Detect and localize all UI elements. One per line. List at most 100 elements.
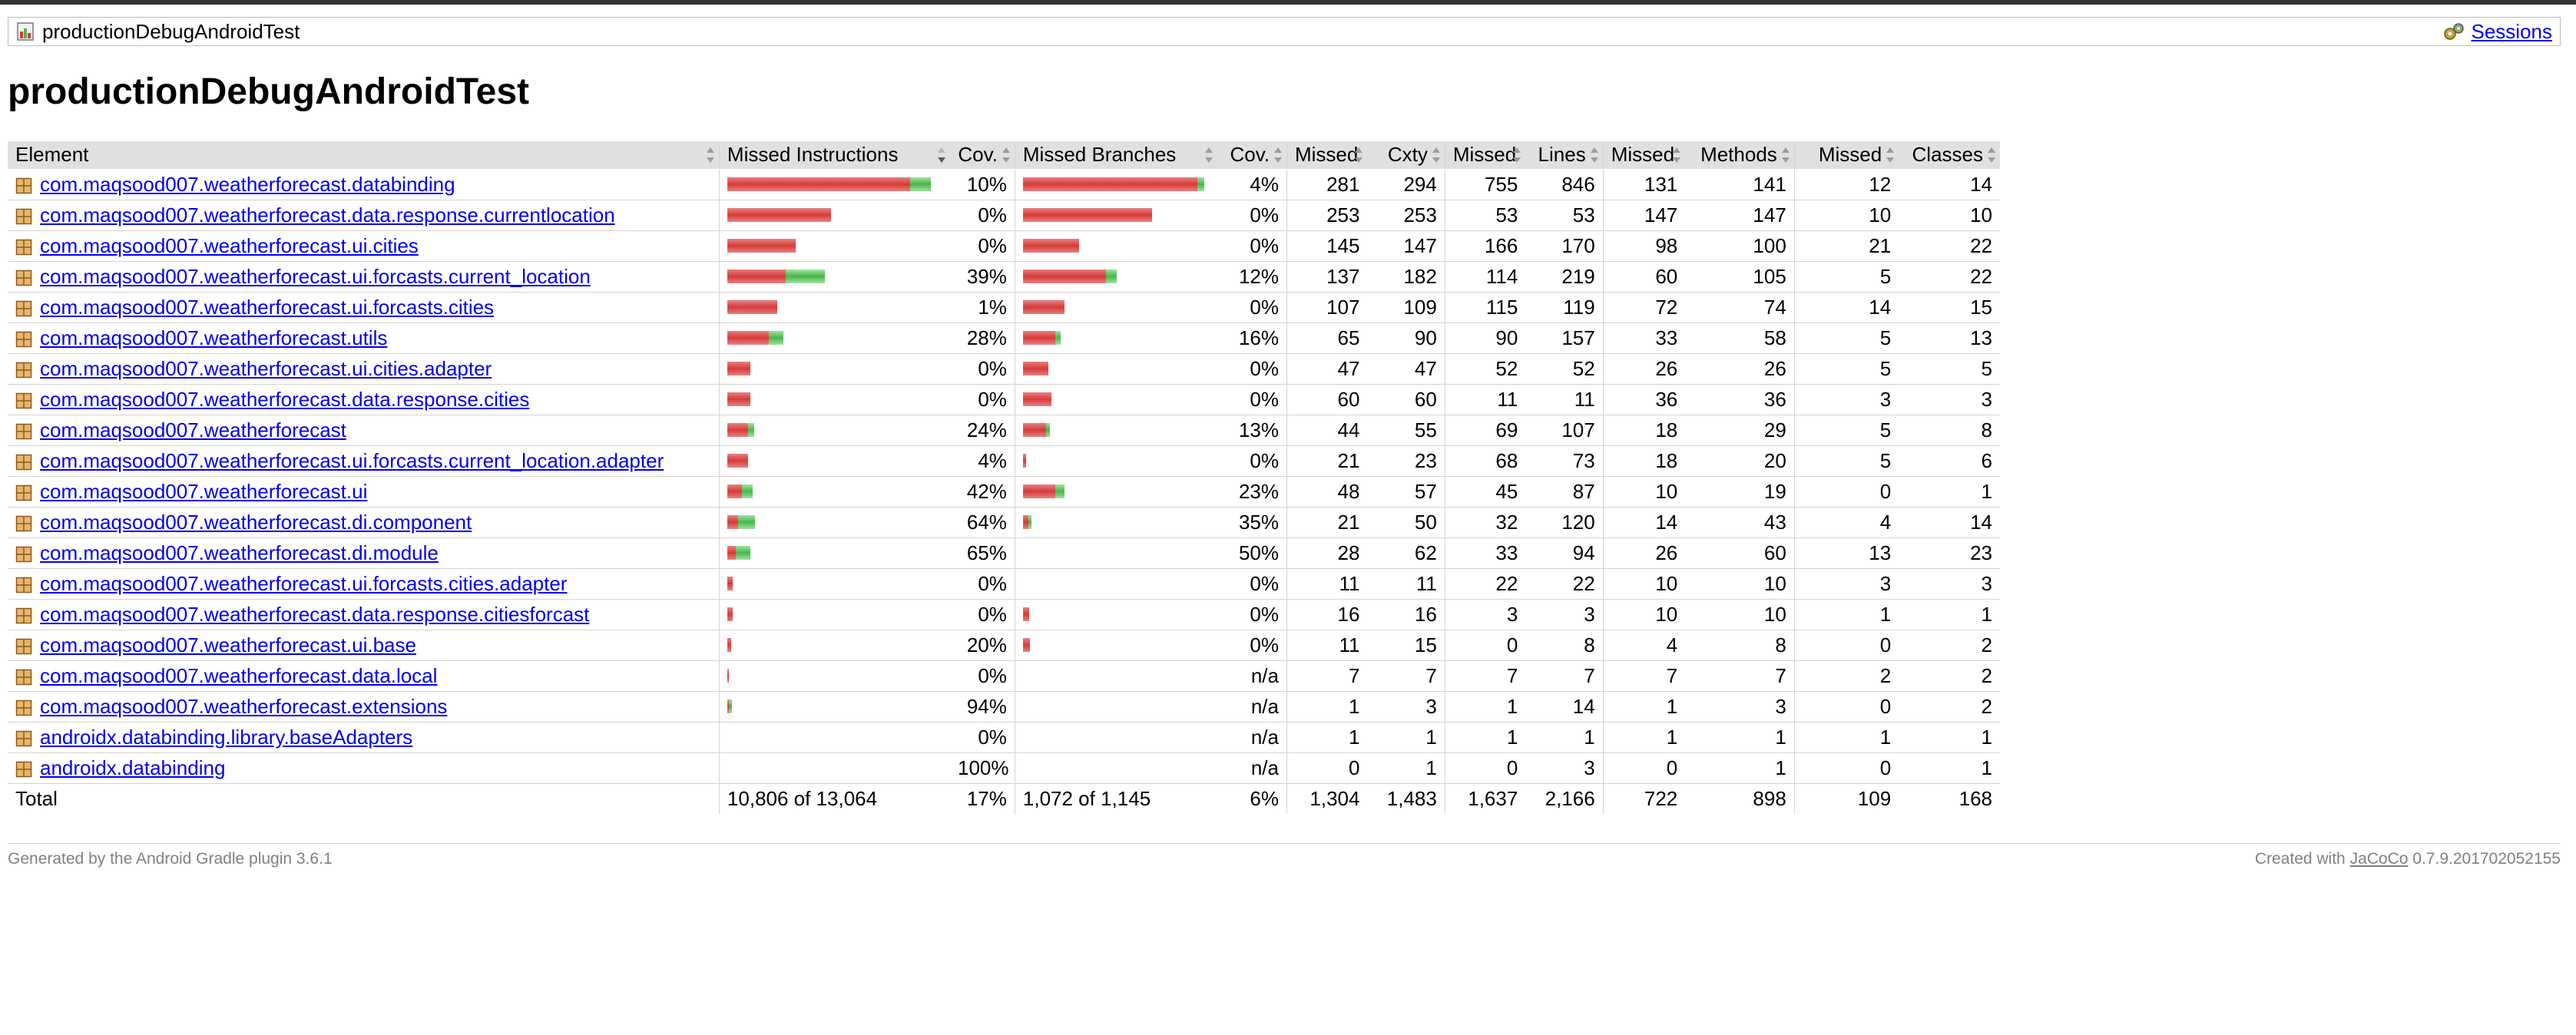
total-lines: 2,166	[1525, 782, 1604, 814]
package-link[interactable]: com.maqsood007.weatherforecast.ui.base	[40, 633, 416, 656]
col-header-missed-lines[interactable]: Missed	[1444, 141, 1526, 170]
package-link[interactable]: com.maqsood007.weatherforecast.di.module	[40, 541, 439, 564]
cxty: 15	[1367, 630, 1445, 661]
package-icon	[15, 452, 32, 471]
sessions-link[interactable]: Sessions	[2471, 19, 2553, 43]
classes: 13	[1899, 322, 2000, 354]
methods: 147	[1685, 200, 1795, 231]
missed-methods: 18	[1602, 445, 1686, 477]
missed-cxty: 60	[1286, 384, 1368, 415]
lines: 3	[1525, 752, 1604, 784]
missed-bar-segment	[727, 699, 729, 713]
missed-branches-bar-cell	[1014, 415, 1217, 446]
col-header-label: Missed	[1452, 143, 1517, 167]
classes: 15	[1899, 292, 2000, 323]
cxty: 109	[1367, 292, 1445, 323]
package-link[interactable]: com.maqsood007.weatherforecast.data.resp…	[40, 602, 590, 626]
package-link[interactable]: androidx.databinding	[40, 756, 226, 779]
col-header-branches-cov[interactable]: Cov.	[1217, 141, 1287, 170]
classes: 1	[1899, 722, 2000, 753]
missed-classes: 4	[1793, 507, 1899, 538]
package-link[interactable]: com.maqsood007.weatherforecast.data.resp…	[40, 203, 615, 227]
classes: 10	[1899, 200, 2000, 231]
col-header-instructions-cov[interactable]: Cov.	[949, 141, 1015, 170]
missed-instructions-bar-cell	[718, 353, 950, 385]
col-header-classes[interactable]: Classes	[1899, 141, 2000, 170]
missed-methods: 72	[1602, 292, 1686, 323]
package-link[interactable]: com.maqsood007.weatherforecast.extension…	[40, 694, 448, 718]
col-header-missed-methods[interactable]: Missed	[1602, 141, 1686, 170]
coverage-bar	[1023, 546, 1210, 560]
jacoco-link[interactable]: JaCoCo	[2349, 850, 2409, 868]
col-header-cxty[interactable]: Cxty	[1367, 141, 1445, 170]
missed-methods: 10	[1602, 476, 1686, 508]
coverage-bar	[727, 730, 942, 744]
col-header-element[interactable]: Element	[8, 141, 720, 170]
missed-branches-bar-cell	[1014, 292, 1217, 323]
package-icon	[15, 268, 32, 286]
package-icon	[15, 237, 32, 256]
col-header-missed-classes[interactable]: Missed	[1793, 141, 1899, 170]
package-link[interactable]: com.maqsood007.weatherforecast.data.resp…	[40, 387, 530, 411]
col-header-missed-branches[interactable]: Missed Branches	[1014, 141, 1217, 170]
package-link[interactable]: com.maqsood007.weatherforecast.ui.forcas…	[40, 448, 664, 472]
coverage-bar	[1022, 331, 1210, 345]
missed-bar-segment	[1022, 392, 1051, 406]
package-link[interactable]: com.maqsood007.weatherforecast.utils	[40, 326, 388, 349]
branches-cov: 16%	[1217, 322, 1287, 354]
covered-bar-segment	[1045, 423, 1050, 437]
coverage-bar	[1022, 208, 1210, 222]
instructions-cov: 1%	[949, 292, 1015, 323]
package-link[interactable]: com.maqsood007.weatherforecast.ui.cities	[40, 233, 419, 257]
package-link[interactable]: com.maqsood007.weatherforecast.ui.cities…	[40, 356, 492, 380]
package-link[interactable]: com.maqsood007.weatherforecast.di.compon…	[40, 510, 472, 534]
missed-branches-bar-cell	[1014, 722, 1217, 753]
missed-instructions-bar-cell	[718, 568, 950, 600]
element-cell: com.maqsood007.weatherforecast.ui.cities	[8, 230, 720, 262]
package-link[interactable]: com.maqsood007.weatherforecast.databindi…	[40, 172, 455, 196]
total-classes: 168	[1899, 782, 2000, 814]
missed-branches-bar-cell	[1014, 599, 1217, 630]
created-version: 0.7.9.201702052155	[2412, 850, 2561, 868]
lines: 73	[1525, 445, 1604, 477]
element-cell-content: com.maqsood007.weatherforecast.ui.forcas…	[15, 265, 711, 289]
instructions-cov: 0%	[949, 384, 1015, 415]
sort-down-icon	[937, 147, 945, 163]
package-link[interactable]: com.maqsood007.weatherforecast	[40, 418, 346, 441]
package-link[interactable]: com.maqsood007.weatherforecast.ui	[40, 479, 368, 503]
missed-instructions-bar-cell	[718, 537, 950, 569]
col-header-missed-cxty[interactable]: Missed	[1286, 141, 1368, 170]
coverage-bar	[1023, 669, 1210, 683]
package-link[interactable]: androidx.databinding.library.baseAdapter…	[40, 725, 413, 749]
package-icon	[15, 329, 32, 348]
cxty: 3	[1367, 691, 1445, 723]
missed-cxty: 1	[1286, 691, 1368, 723]
coverage-table: Element Missed Instructions Cov. Missed …	[8, 141, 2000, 814]
col-header-label: Classes	[1912, 143, 1983, 167]
total-row: Total 10,806 of 13,064 17% 1,072 of 1,14…	[8, 782, 2000, 814]
covered-bar-segment	[735, 546, 750, 560]
total-missed-lines: 1,637	[1444, 782, 1526, 814]
classes: 8	[1899, 415, 2000, 446]
cxty: 55	[1367, 415, 1445, 446]
covered-bar-segment	[1197, 177, 1204, 191]
coverage-bar	[727, 607, 942, 621]
package-link[interactable]: com.maqsood007.weatherforecast.ui.forcas…	[40, 295, 495, 319]
package-link[interactable]: com.maqsood007.weatherforecast.ui.forcas…	[40, 571, 568, 595]
missed-instructions-bar-cell	[718, 722, 950, 753]
missed-branches-bar-cell	[1014, 200, 1217, 231]
missed-lines: 68	[1444, 445, 1526, 477]
coverage-bar	[727, 269, 942, 283]
missed-cxty: 65	[1286, 322, 1368, 354]
package-link[interactable]: com.maqsood007.weatherforecast.ui.forcas…	[40, 264, 591, 288]
col-header-missed-instructions[interactable]: Missed Instructions	[718, 141, 950, 170]
col-header-lines[interactable]: Lines	[1525, 141, 1604, 170]
branches-cov: 23%	[1217, 476, 1287, 508]
col-header-methods[interactable]: Methods	[1685, 141, 1795, 170]
missed-classes: 10	[1793, 200, 1899, 231]
classes: 1	[1899, 599, 2000, 630]
element-cell-content: androidx.databinding.library.baseAdapter…	[15, 726, 711, 749]
coverage-bar	[1023, 761, 1210, 775]
element-cell-content: com.maqsood007.weatherforecast.di.module	[15, 541, 711, 565]
package-link[interactable]: com.maqsood007.weatherforecast.data.loca…	[40, 663, 438, 687]
